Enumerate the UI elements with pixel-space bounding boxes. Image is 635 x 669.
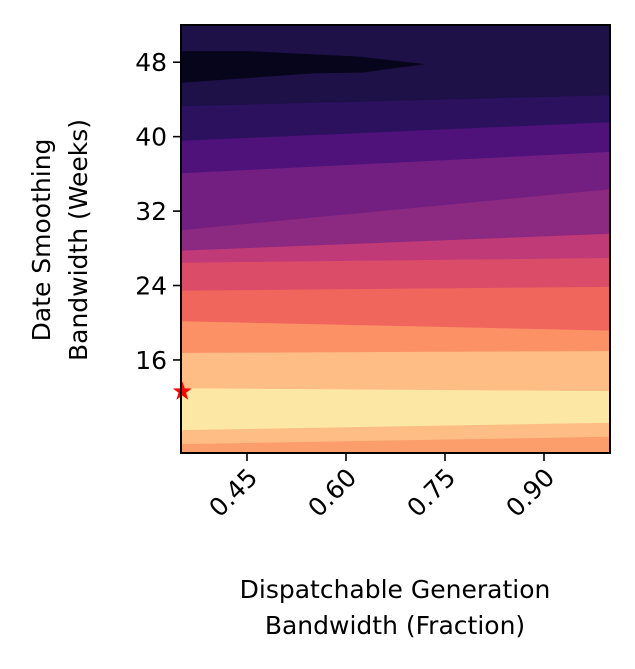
contour-band-10 — [181, 151, 610, 231]
contour-band-12 — [181, 94, 610, 141]
contour-bands — [181, 25, 610, 453]
contour-band-2 — [181, 421, 610, 445]
x-axis-label-line-2: Bandwidth (Fraction) — [265, 611, 525, 640]
contour-band-9 — [181, 188, 610, 251]
x-axis-label-line-1: Dispatchable Generation — [240, 575, 551, 604]
optimum-marker — [172, 381, 192, 400]
y-axis-ticks: 16 24 32 40 48 — [135, 48, 181, 375]
contour-band-6 — [181, 286, 610, 331]
contour-band-peak — [181, 51, 426, 83]
y-tick-label: 24 — [135, 272, 167, 301]
y-axis-label-line-2: Bandwidth (Weeks) — [64, 119, 93, 361]
plot-frame — [180, 24, 611, 454]
x-tick-label: 0.60 — [302, 463, 362, 523]
y-axis-label-line-1: Date Smoothing — [27, 139, 56, 342]
contour-band-3 — [181, 387, 610, 431]
x-axis-ticks: 0.45 0.60 0.75 0.90 — [203, 453, 560, 523]
y-tick-label: 16 — [135, 346, 167, 375]
contour-band-4 — [181, 350, 610, 392]
x-tick-label: 0.90 — [500, 463, 560, 523]
contour-band-1 — [181, 435, 610, 453]
contour-band-5 — [181, 320, 610, 353]
contour-peak — [181, 51, 426, 83]
star-marker — [172, 381, 192, 400]
y-tick-label: 40 — [135, 123, 167, 152]
x-tick-label: 0.75 — [401, 463, 461, 523]
contour-band-8 — [181, 232, 610, 263]
y-tick-label: 32 — [135, 197, 167, 226]
y-tick-label: 48 — [135, 48, 167, 77]
x-tick-label: 0.45 — [203, 463, 263, 523]
contour-band-11 — [181, 121, 610, 174]
contour-band-7 — [181, 257, 610, 291]
